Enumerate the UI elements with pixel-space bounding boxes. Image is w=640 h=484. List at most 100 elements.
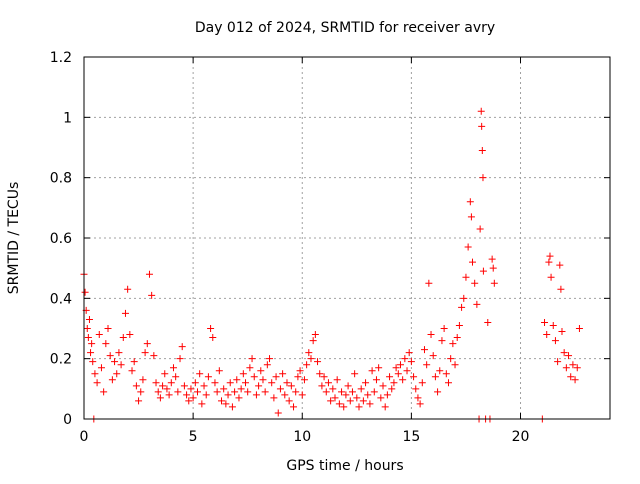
- data-point: [434, 388, 442, 396]
- data-point: [473, 300, 481, 308]
- data-point: [207, 325, 215, 332]
- data-point: [451, 361, 459, 369]
- data-point: [121, 309, 129, 317]
- data-point: [222, 400, 230, 408]
- data-point: [180, 382, 188, 390]
- data-point: [211, 379, 219, 387]
- data-point: [91, 370, 99, 378]
- data-point: [418, 379, 426, 387]
- x-axis-label: GPS time / hours: [286, 458, 403, 474]
- data-point: [283, 379, 291, 387]
- data-point: [557, 285, 565, 293]
- data-point: [128, 367, 136, 375]
- data-point: [111, 358, 119, 366]
- data-point: [388, 385, 396, 393]
- data-points: [80, 107, 583, 423]
- data-point: [165, 391, 173, 399]
- data-point: [460, 294, 468, 302]
- plot-frame: [83, 56, 611, 420]
- y-tick-label: 0.6: [50, 231, 72, 247]
- data-point: [396, 361, 404, 369]
- data-point: [467, 213, 475, 221]
- data-point: [100, 388, 108, 396]
- y-axis-label: SRMTID / TECUs: [6, 182, 22, 295]
- data-point: [228, 403, 236, 411]
- data-point: [88, 340, 96, 348]
- data-point: [489, 264, 497, 272]
- data-point: [427, 331, 435, 339]
- data-point: [224, 391, 232, 399]
- data-point: [407, 358, 415, 366]
- data-point: [412, 385, 420, 393]
- data-point: [478, 147, 486, 155]
- data-point: [176, 355, 184, 363]
- data-point: [541, 318, 549, 326]
- data-point: [132, 382, 140, 390]
- data-point: [266, 355, 274, 363]
- x-tick-label: 20: [512, 429, 530, 445]
- data-point: [200, 382, 208, 390]
- data-point: [575, 325, 583, 332]
- data-point: [257, 367, 265, 375]
- data-point: [436, 367, 444, 375]
- data-point: [399, 376, 407, 384]
- data-point: [366, 400, 374, 408]
- data-point: [209, 334, 217, 342]
- data-point: [311, 331, 319, 339]
- data-point: [263, 361, 271, 369]
- data-point: [159, 382, 167, 390]
- data-point: [362, 379, 370, 387]
- data-point: [174, 388, 182, 396]
- y-tick-label: 0: [63, 412, 72, 428]
- data-point: [252, 391, 260, 399]
- data-point: [233, 376, 241, 384]
- data-point: [488, 255, 496, 263]
- data-point: [215, 367, 223, 375]
- data-point: [543, 331, 551, 339]
- data-point: [477, 107, 485, 115]
- data-point: [287, 382, 295, 390]
- data-point: [135, 397, 143, 405]
- data-point: [394, 370, 402, 378]
- data-point: [246, 364, 254, 372]
- data-point: [464, 243, 472, 251]
- data-point: [403, 367, 411, 375]
- y-tick-label: 0.2: [50, 352, 72, 368]
- data-point: [154, 388, 162, 396]
- data-point: [172, 373, 180, 381]
- data-point: [453, 334, 461, 342]
- data-point: [202, 391, 210, 399]
- data-point: [104, 325, 112, 332]
- data-point: [117, 361, 125, 369]
- data-point: [466, 198, 474, 206]
- data-point: [558, 328, 566, 336]
- data-point: [468, 258, 476, 266]
- y-tick-label: 1.2: [50, 50, 72, 66]
- data-point: [218, 397, 226, 405]
- data-point: [193, 388, 201, 396]
- data-point: [455, 321, 463, 329]
- data-point: [113, 370, 121, 378]
- data-point: [141, 349, 149, 357]
- data-point: [318, 382, 326, 390]
- data-point: [150, 352, 158, 360]
- data-point: [546, 252, 554, 260]
- data-point: [244, 388, 252, 396]
- data-point: [565, 352, 573, 360]
- data-point: [344, 382, 352, 390]
- data-point: [431, 373, 439, 381]
- data-point: [571, 376, 579, 384]
- data-point: [329, 385, 337, 393]
- data-point: [401, 355, 409, 363]
- data-point: [560, 349, 568, 357]
- data-point: [178, 343, 186, 351]
- data-point: [490, 279, 498, 287]
- data-point: [248, 355, 256, 363]
- chart-title: Day 012 of 2024, SRMTID for receiver avr…: [195, 20, 495, 36]
- data-point: [392, 364, 400, 372]
- data-point: [377, 394, 385, 402]
- y-tick-label: 0.4: [50, 291, 72, 307]
- axis-ticks: 0 5 10 15 20 0 0.2 0.4 0.6 0.8 1 1.2: [50, 50, 610, 445]
- data-point: [547, 273, 555, 281]
- data-point: [370, 388, 378, 396]
